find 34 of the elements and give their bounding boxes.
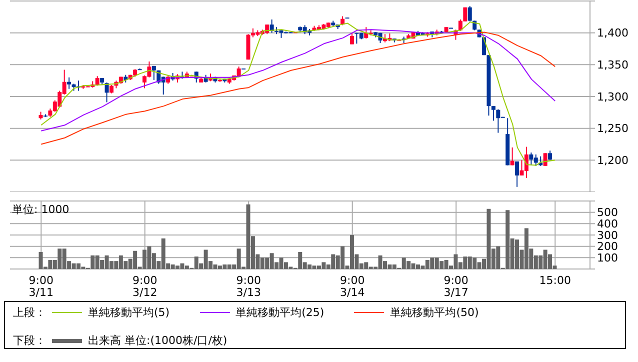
x-tick-label: 9:00 3/11 (28, 274, 54, 299)
y-tick-label: 200 (597, 240, 618, 254)
legend-label: 単純移動平均(50) (390, 305, 479, 320)
y-tick-label: 400 (597, 218, 618, 231)
x-tick-label: 9:00 3/14 (340, 274, 365, 299)
y-tick-label: 300 (597, 228, 618, 242)
candlestick (515, 160, 520, 188)
y-tick-label: 1,350 (597, 58, 628, 72)
legend-title: 下段： (13, 333, 46, 348)
legend-label: 単純移動平均(25) (236, 305, 324, 320)
candlestick (548, 150, 552, 161)
candlestick (364, 26, 368, 40)
candlestick (510, 146, 514, 166)
x-tick-label: 9:00 3/17 (444, 274, 468, 299)
y-tick-label: 1,400 (597, 26, 628, 40)
legend-title: 上段： (13, 305, 46, 320)
x-tick-label: 9:00 3/13 (236, 274, 261, 299)
candlestick (543, 152, 548, 166)
y-tick-label: 1,250 (597, 122, 628, 136)
candlestick (152, 65, 156, 80)
y-tick-label: 1,200 (597, 154, 628, 168)
candlestick (491, 106, 496, 122)
x-tick-label: 9:00 3/12 (132, 274, 158, 299)
candlestick (468, 6, 472, 22)
legend-label: 出来高 単位:(1000株/口/枚) (88, 333, 228, 348)
y-tick-label: 1,300 (597, 90, 628, 104)
candlestick (350, 32, 354, 45)
y-tick-label: 100 (597, 252, 618, 265)
legend-label: 単純移動平均(5) (88, 305, 170, 320)
x-tick-label: 15:00 (539, 274, 571, 287)
candlestick (67, 76, 72, 90)
candlestick (538, 156, 543, 166)
annotation: 単位: 1000 (12, 202, 70, 217)
y-tick-label: 500 (597, 206, 618, 220)
